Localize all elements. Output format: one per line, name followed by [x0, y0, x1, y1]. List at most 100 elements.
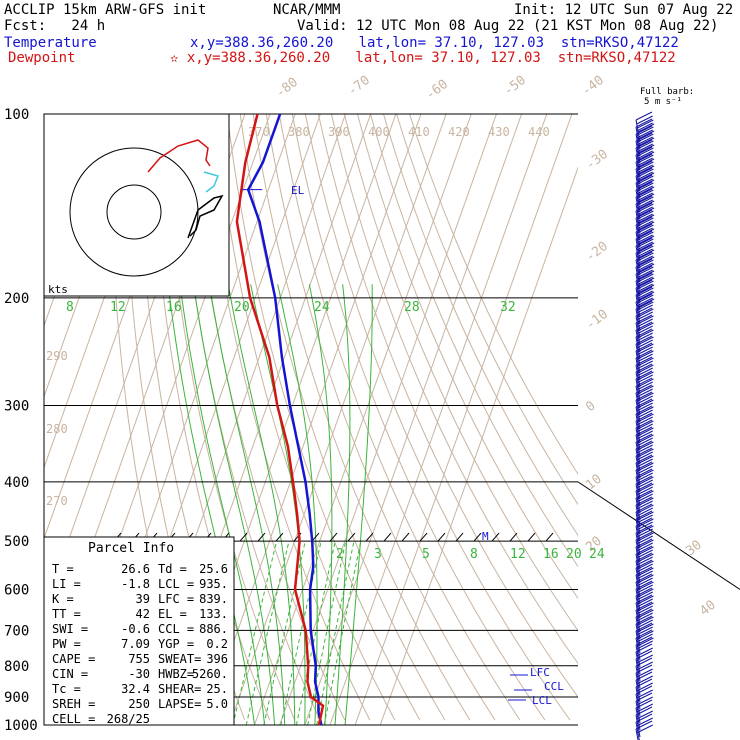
wind-barb-flag	[637, 242, 655, 252]
isotherm-label: -10	[583, 307, 611, 333]
wind-barb-flag	[636, 297, 653, 307]
parcel-field-label: LCL =	[158, 577, 194, 591]
hatch-mark	[509, 532, 518, 542]
wind-barb-flag	[637, 532, 654, 542]
parcel-field-value: 886.	[199, 622, 228, 636]
wind-barb-flag	[636, 206, 653, 216]
parcel-field-value: 25.	[206, 682, 228, 696]
wind-barb-flag	[636, 584, 653, 594]
wind-barb-flag	[635, 482, 653, 492]
parcel-field-label: SREH =	[52, 697, 95, 711]
wind-barb-flag	[636, 150, 653, 160]
wind-barb-flag	[637, 228, 655, 238]
wind-barb-flag	[637, 378, 654, 388]
moist-adiabat-label: 24	[314, 300, 330, 315]
wind-barb-flag	[637, 256, 655, 266]
hatch-mark	[545, 532, 554, 542]
wind-barb-flag	[637, 322, 654, 332]
wind-barb-flag	[637, 623, 654, 633]
wind-barb-flag	[635, 419, 653, 429]
hatch-mark	[473, 532, 482, 542]
wind-barb-flag	[636, 654, 653, 664]
parcel-field-label: CELL =	[52, 712, 95, 726]
theta-label: 400	[368, 125, 390, 139]
wind-barb-flag	[635, 139, 653, 149]
dewpoint-location: ✫ x,y=388.36,260.20 lat,lon= 37.10, 127.…	[170, 50, 676, 66]
parcel-field-value: 0.2	[206, 637, 228, 651]
wind-barb-flag	[637, 214, 655, 224]
pressure-label: 600	[4, 582, 29, 598]
wind-barb-flag	[635, 538, 653, 548]
pressure-label: 100	[4, 107, 29, 123]
wind-barb-flag	[637, 315, 654, 325]
mixing-ratio-line	[245, 540, 290, 725]
wind-barb-flag	[635, 559, 653, 569]
parcel-field-label: Tc =	[52, 682, 81, 696]
wind-barb-flag	[636, 542, 653, 552]
wind-barb-flag	[635, 713, 653, 723]
wind-barb-flag	[635, 692, 653, 702]
wind-barb-flag	[637, 434, 654, 444]
wind-barb-flag	[637, 553, 654, 563]
wind-barb-flag	[636, 269, 653, 279]
wind-barb-flag	[636, 570, 653, 580]
wind-barb-flag	[637, 490, 654, 500]
wind-barb-flag	[636, 528, 653, 538]
wind-barb-flag	[636, 465, 653, 475]
theta-label: 390	[328, 125, 350, 139]
dry-adiabat	[252, 114, 471, 721]
wind-barb-flag	[636, 612, 653, 622]
dewpoint-legend: Dewpoint	[8, 50, 76, 66]
parcel-info-title: Parcel Info	[88, 541, 174, 556]
wind-barb-flag	[637, 210, 654, 220]
mixing-ratio-line	[323, 540, 362, 725]
wind-barb-flag	[637, 130, 655, 140]
wind-barb-flag	[636, 710, 653, 720]
pressure-label: 400	[4, 475, 29, 491]
wind-barb-flag	[635, 160, 653, 170]
wind-barb-flag	[636, 703, 653, 713]
wind-barb-flag	[635, 573, 653, 583]
theta-label: 420	[448, 125, 470, 139]
temperature-legend: Temperature	[4, 35, 97, 51]
wind-barb-flag	[636, 129, 653, 139]
wind-barb-flag	[636, 192, 653, 202]
wind-barb-flag	[637, 392, 654, 402]
dry-adiabat	[370, 114, 578, 568]
hodograph-trace-mid	[203, 171, 220, 193]
wind-barb-flag	[636, 668, 653, 678]
wind-barb-flag	[637, 189, 654, 199]
wind-barb-flag	[636, 605, 653, 615]
wind-barb-flag	[636, 486, 653, 496]
moist-adiabat-label: 8	[66, 300, 74, 315]
wind-barb-flag	[635, 433, 653, 443]
wind-barb-flag	[637, 165, 655, 175]
wind-barb-flag	[637, 182, 654, 192]
parcel-field-label: LI =	[52, 577, 81, 591]
parcel-field-value: 25.6	[199, 562, 228, 576]
organization: NCAR/MMM	[273, 2, 341, 18]
wind-barb-flag	[636, 416, 653, 426]
wind-barb-flag	[637, 249, 655, 259]
wind-barb-flag	[635, 461, 653, 471]
el-label: EL	[291, 184, 305, 197]
moist-adiabat	[227, 284, 296, 725]
wind-barb-flag	[636, 122, 653, 132]
temperature-location: x,y=388.36,260.20 lat,lon= 37.10, 127.03…	[190, 35, 679, 51]
wind-barb-flag	[636, 290, 653, 300]
pressure-label: 800	[4, 659, 29, 675]
wind-barb-flag	[636, 444, 653, 454]
isotherm-line	[329, 114, 548, 725]
hodograph-frame	[43, 113, 230, 297]
wind-barb-flag	[636, 598, 653, 608]
wind-barb-flag	[637, 151, 655, 161]
isotherm-label: -50	[501, 73, 529, 99]
wind-barb-flag	[635, 279, 653, 289]
parcel-field-label: EL =	[158, 607, 187, 621]
parcel-field-value: 133.	[199, 607, 228, 621]
wind-barb-flag	[635, 132, 653, 142]
wind-barb-flag	[637, 175, 654, 185]
wind-barb-flag	[635, 552, 653, 562]
wind-barb-flag	[635, 699, 653, 709]
wind-barb-flag	[636, 626, 653, 636]
